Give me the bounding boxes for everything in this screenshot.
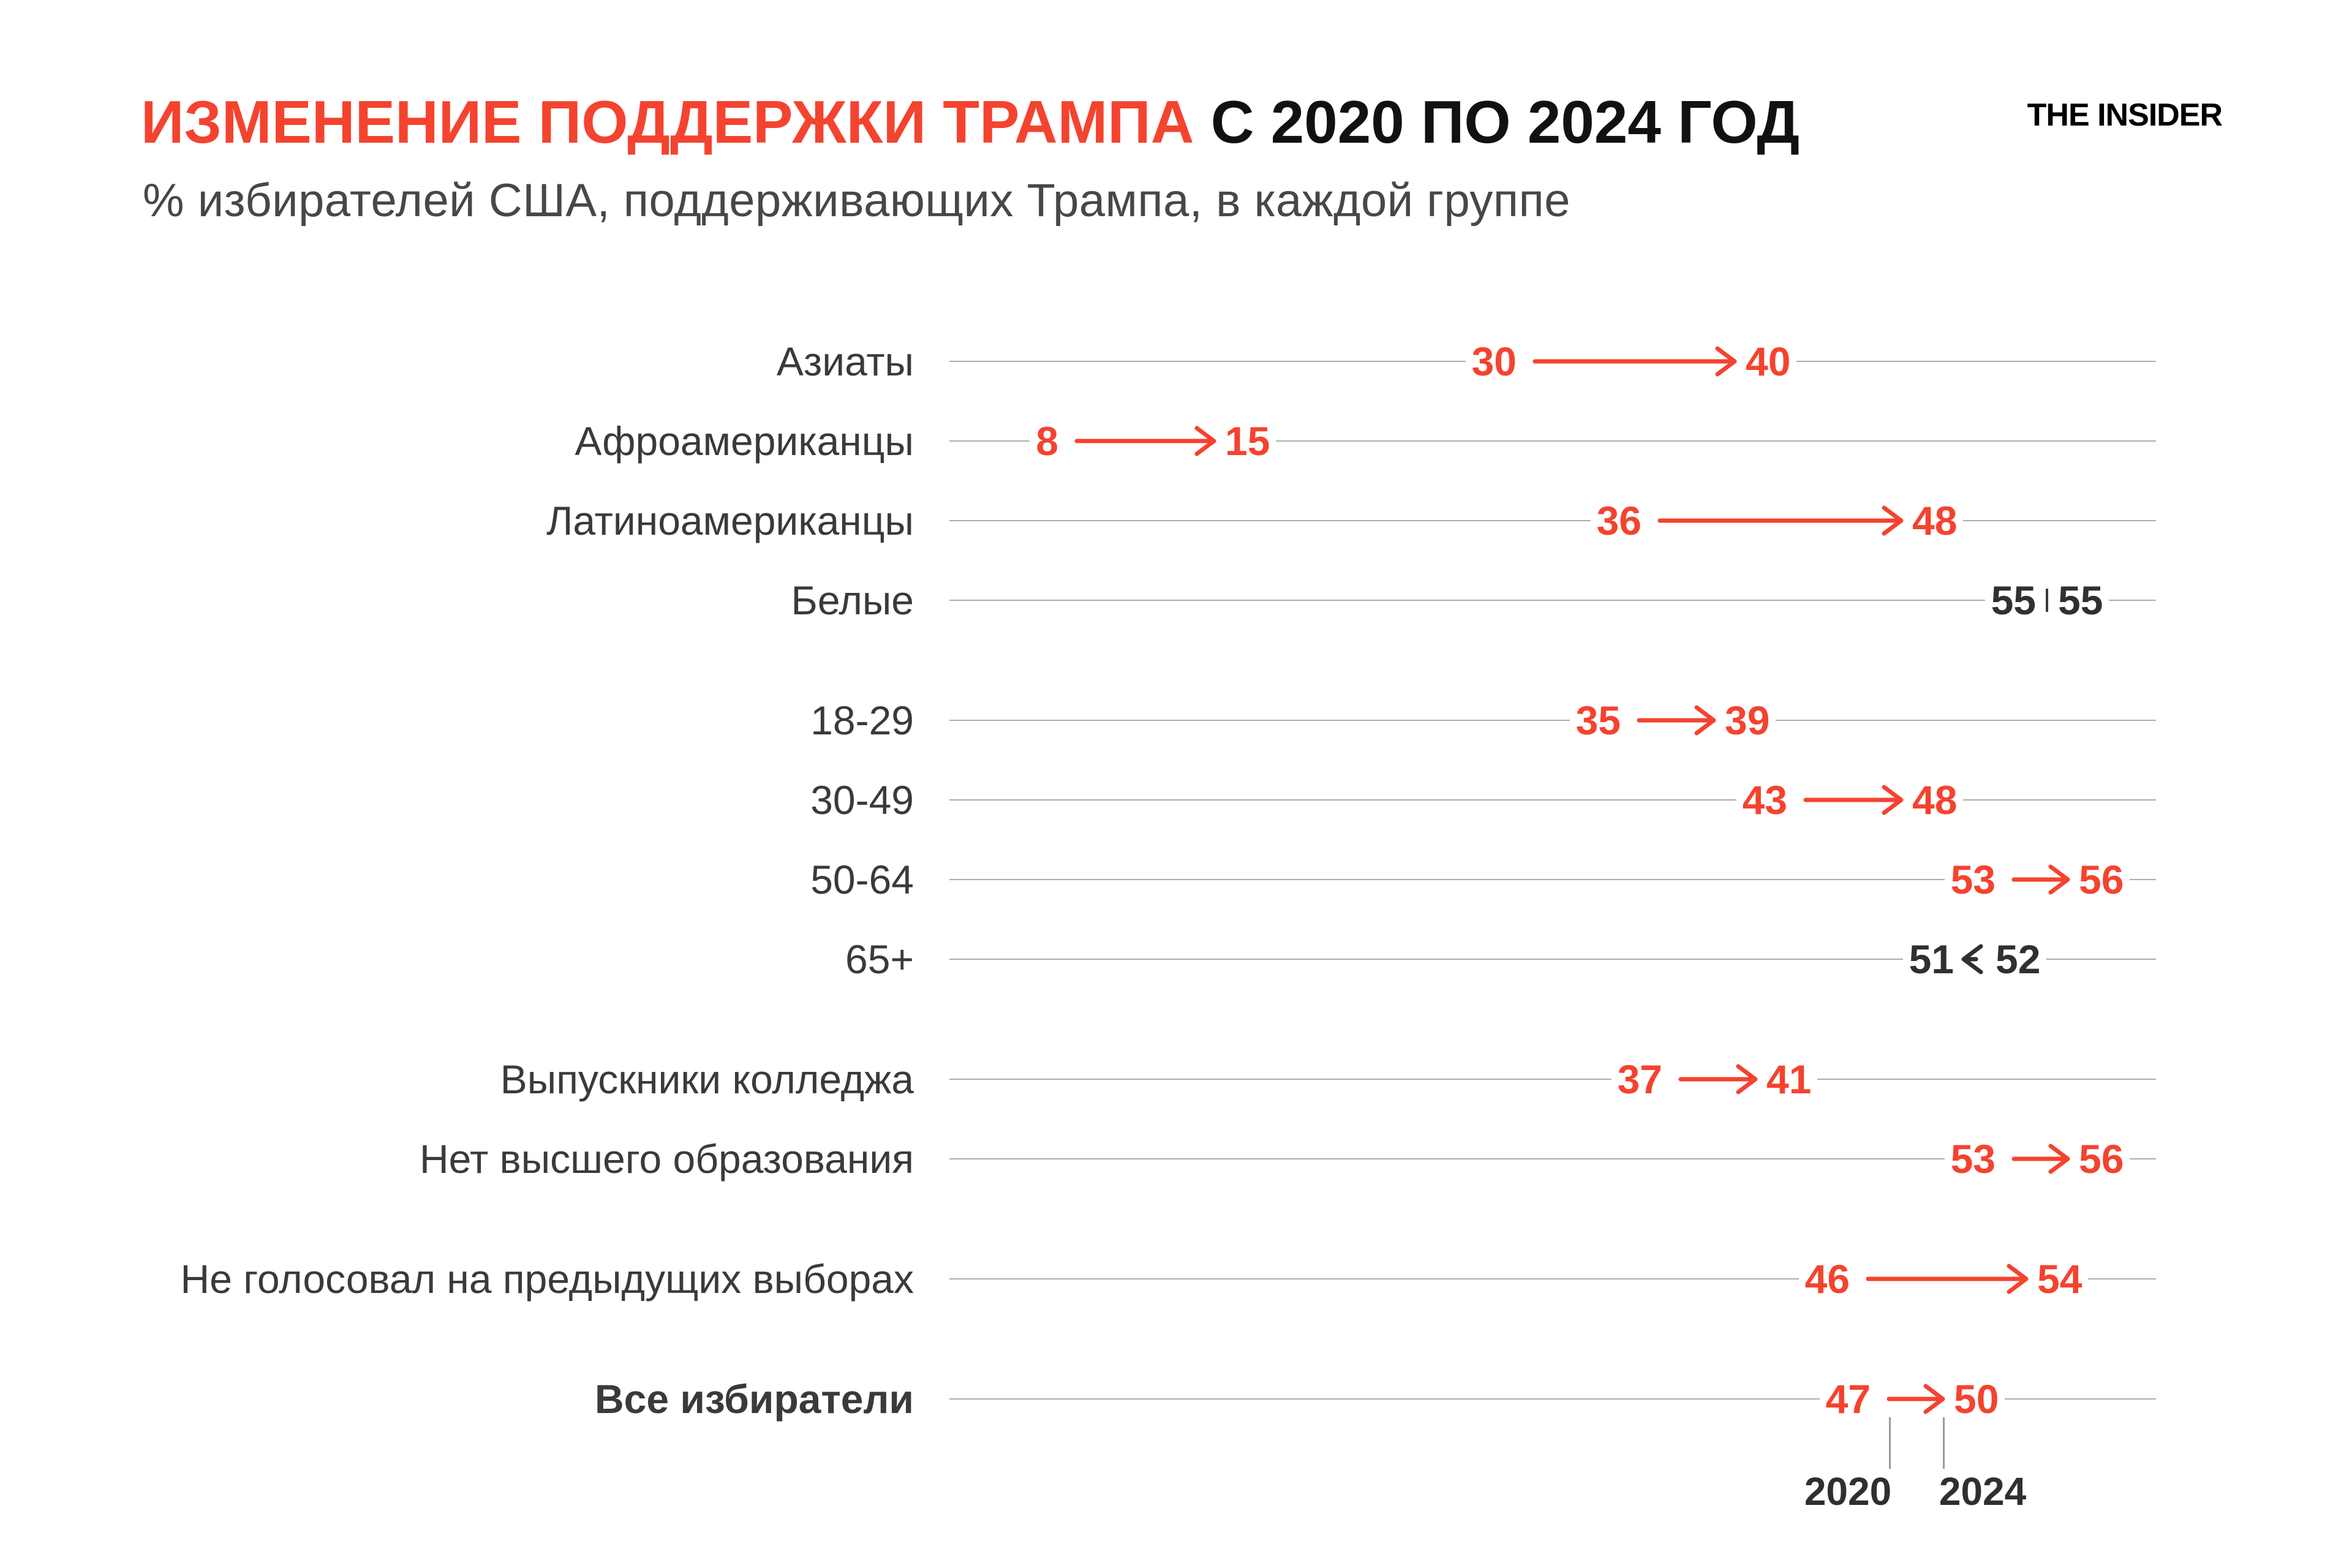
row-label: Все избиратели [594, 1376, 914, 1422]
page-title: ИЗМЕНЕНИЕ ПОДДЕРЖКИ ТРАМПА С 2020 ПО 202… [141, 91, 1800, 154]
value-2024: 56 [2073, 1137, 2130, 1181]
value-2024: 39 [1719, 698, 1776, 742]
value-2020: 43 [1736, 778, 1793, 822]
brand-logo: THE INSIDER [2027, 97, 2223, 133]
arrow-right-icon [1996, 858, 2074, 902]
row-gridline [949, 1278, 2156, 1280]
arrow-right-icon [1621, 698, 1720, 742]
row-label: Азиаты [776, 339, 914, 384]
separator-tick-icon [2046, 589, 2048, 612]
row-label: Выпускники колледжа [500, 1057, 914, 1102]
value-2024: 56 [2073, 858, 2130, 902]
arrow-right-icon [1058, 419, 1220, 463]
value-2024: 15 [1219, 419, 1276, 463]
title-rest: С 2020 ПО 2024 ГОД [1194, 88, 1800, 156]
value-2024: 48 [1906, 778, 1964, 822]
row-gridline [949, 879, 2156, 880]
row-gridline [949, 1158, 2156, 1159]
value-2024: 48 [1906, 499, 1964, 543]
value-2024: 55 [2052, 578, 2109, 622]
row-label: 50-64 [810, 857, 914, 902]
row-gridline [949, 1398, 2156, 1400]
value-2020: 55 [1985, 578, 2042, 622]
value-2020: 46 [1798, 1257, 1856, 1301]
value-2020: 52 [1989, 937, 2047, 981]
row-gridline [949, 959, 2156, 960]
value-2020: 53 [1944, 1137, 2002, 1181]
row-label: Не голосовал на предыдущих выборах [180, 1256, 914, 1302]
row-gridline [949, 799, 2156, 801]
row-gridline [949, 600, 2156, 601]
axis-tick-2020 [1889, 1417, 1891, 1469]
row-gridline [949, 1079, 2156, 1080]
value-2020: 47 [1819, 1377, 1877, 1421]
axis-year-2024: 2024 [1939, 1469, 2027, 1513]
arrow-right-icon [1517, 339, 1741, 383]
value-2024: 40 [1740, 339, 1797, 383]
row-label: Белые [791, 578, 914, 623]
arrow-right-icon [1850, 1257, 2032, 1301]
value-2020: 53 [1944, 858, 2002, 902]
value-2020: 36 [1590, 499, 1648, 543]
value-2020: 30 [1465, 339, 1523, 383]
title-highlight: ИЗМЕНЕНИЕ ПОДДЕРЖКИ ТРАМПА [141, 88, 1194, 156]
row-gridline [949, 520, 2156, 521]
value-2024: 51 [1902, 937, 1960, 981]
value-2024: 41 [1760, 1057, 1818, 1101]
value-2020: 37 [1611, 1057, 1668, 1101]
row-label: Нет высшего образования [419, 1136, 914, 1182]
axis-year-2020: 2020 [1804, 1469, 1892, 1513]
page-subtitle: % избирателей США, поддерживающих Трампа… [143, 175, 1570, 227]
row-label: Афроамериканцы [575, 418, 914, 464]
arrow-left-icon [1958, 937, 1994, 981]
row-gridline [949, 440, 2156, 442]
row-label: 18-29 [810, 698, 914, 743]
row-gridline [949, 720, 2156, 721]
arrow-right-icon [1787, 778, 1907, 822]
row-label: 65+ [845, 937, 914, 982]
row-label: Латиноамериканцы [546, 498, 914, 543]
arrow-right-icon [1642, 499, 1907, 543]
row-label: 30-49 [810, 777, 914, 823]
arrow-right-icon [1996, 1137, 2074, 1181]
value-2020: 35 [1569, 698, 1627, 742]
value-2024: 50 [1948, 1377, 2005, 1421]
value-2024: 54 [2031, 1257, 2089, 1301]
arrow-right-icon [1871, 1377, 1949, 1421]
axis-tick-2024 [1943, 1417, 1945, 1469]
arrow-right-icon [1662, 1057, 1762, 1101]
